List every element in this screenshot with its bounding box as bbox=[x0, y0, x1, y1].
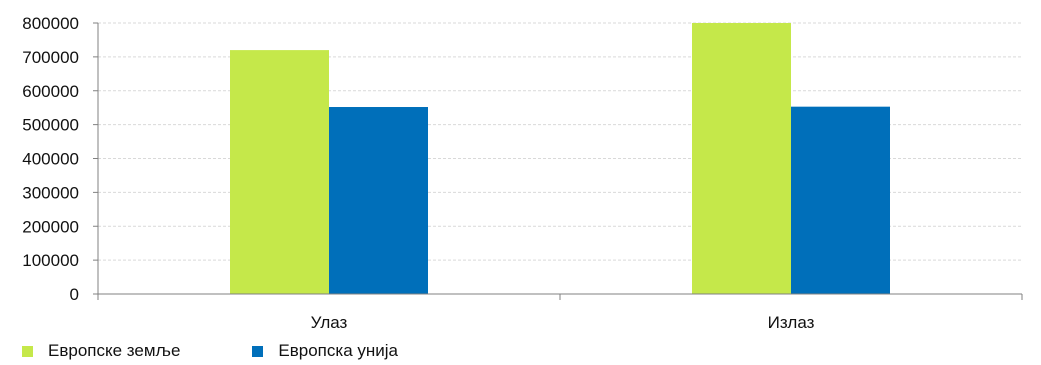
y-tick-label: 400000 bbox=[22, 150, 79, 169]
y-tick-label: 500000 bbox=[22, 116, 79, 135]
legend-label-europe: Европске земље bbox=[48, 341, 181, 360]
y-tick-label: 300000 bbox=[22, 183, 79, 202]
bar-eu-1 bbox=[791, 106, 890, 294]
axes bbox=[97, 23, 1023, 300]
bar-europe-0 bbox=[230, 50, 329, 294]
y-tick-label: 700000 bbox=[22, 48, 79, 67]
bars bbox=[230, 23, 890, 294]
bar-eu-0 bbox=[329, 107, 428, 294]
legend: Европске земље Европска унија bbox=[22, 341, 470, 361]
legend-label-eu: Европска унија bbox=[278, 341, 398, 360]
y-axis-ticks: 0 100000 200000 300000 400000 500000 600000 700… bbox=[22, 14, 98, 304]
legend-item-eu: Европска унија bbox=[252, 341, 398, 361]
bar-chart: 0 100000 200000 300000 400000 500000 600000 700… bbox=[22, 14, 1023, 332]
y-tick-label: 0 bbox=[70, 285, 79, 304]
legend-swatch-europe bbox=[22, 345, 33, 357]
legend-swatch-eu bbox=[252, 345, 264, 357]
x-category-label: Улаз bbox=[311, 313, 348, 332]
x-axis-labels: Улаз Излаз bbox=[311, 313, 815, 332]
y-tick-label: 600000 bbox=[22, 82, 79, 101]
bar-europe-1 bbox=[692, 23, 791, 294]
y-tick-label: 200000 bbox=[22, 217, 79, 236]
legend-item-europe: Европске земље bbox=[22, 341, 180, 361]
y-tick-label: 800000 bbox=[22, 14, 79, 33]
y-tick-label: 100000 bbox=[22, 251, 79, 270]
x-category-label: Излаз bbox=[768, 313, 815, 332]
